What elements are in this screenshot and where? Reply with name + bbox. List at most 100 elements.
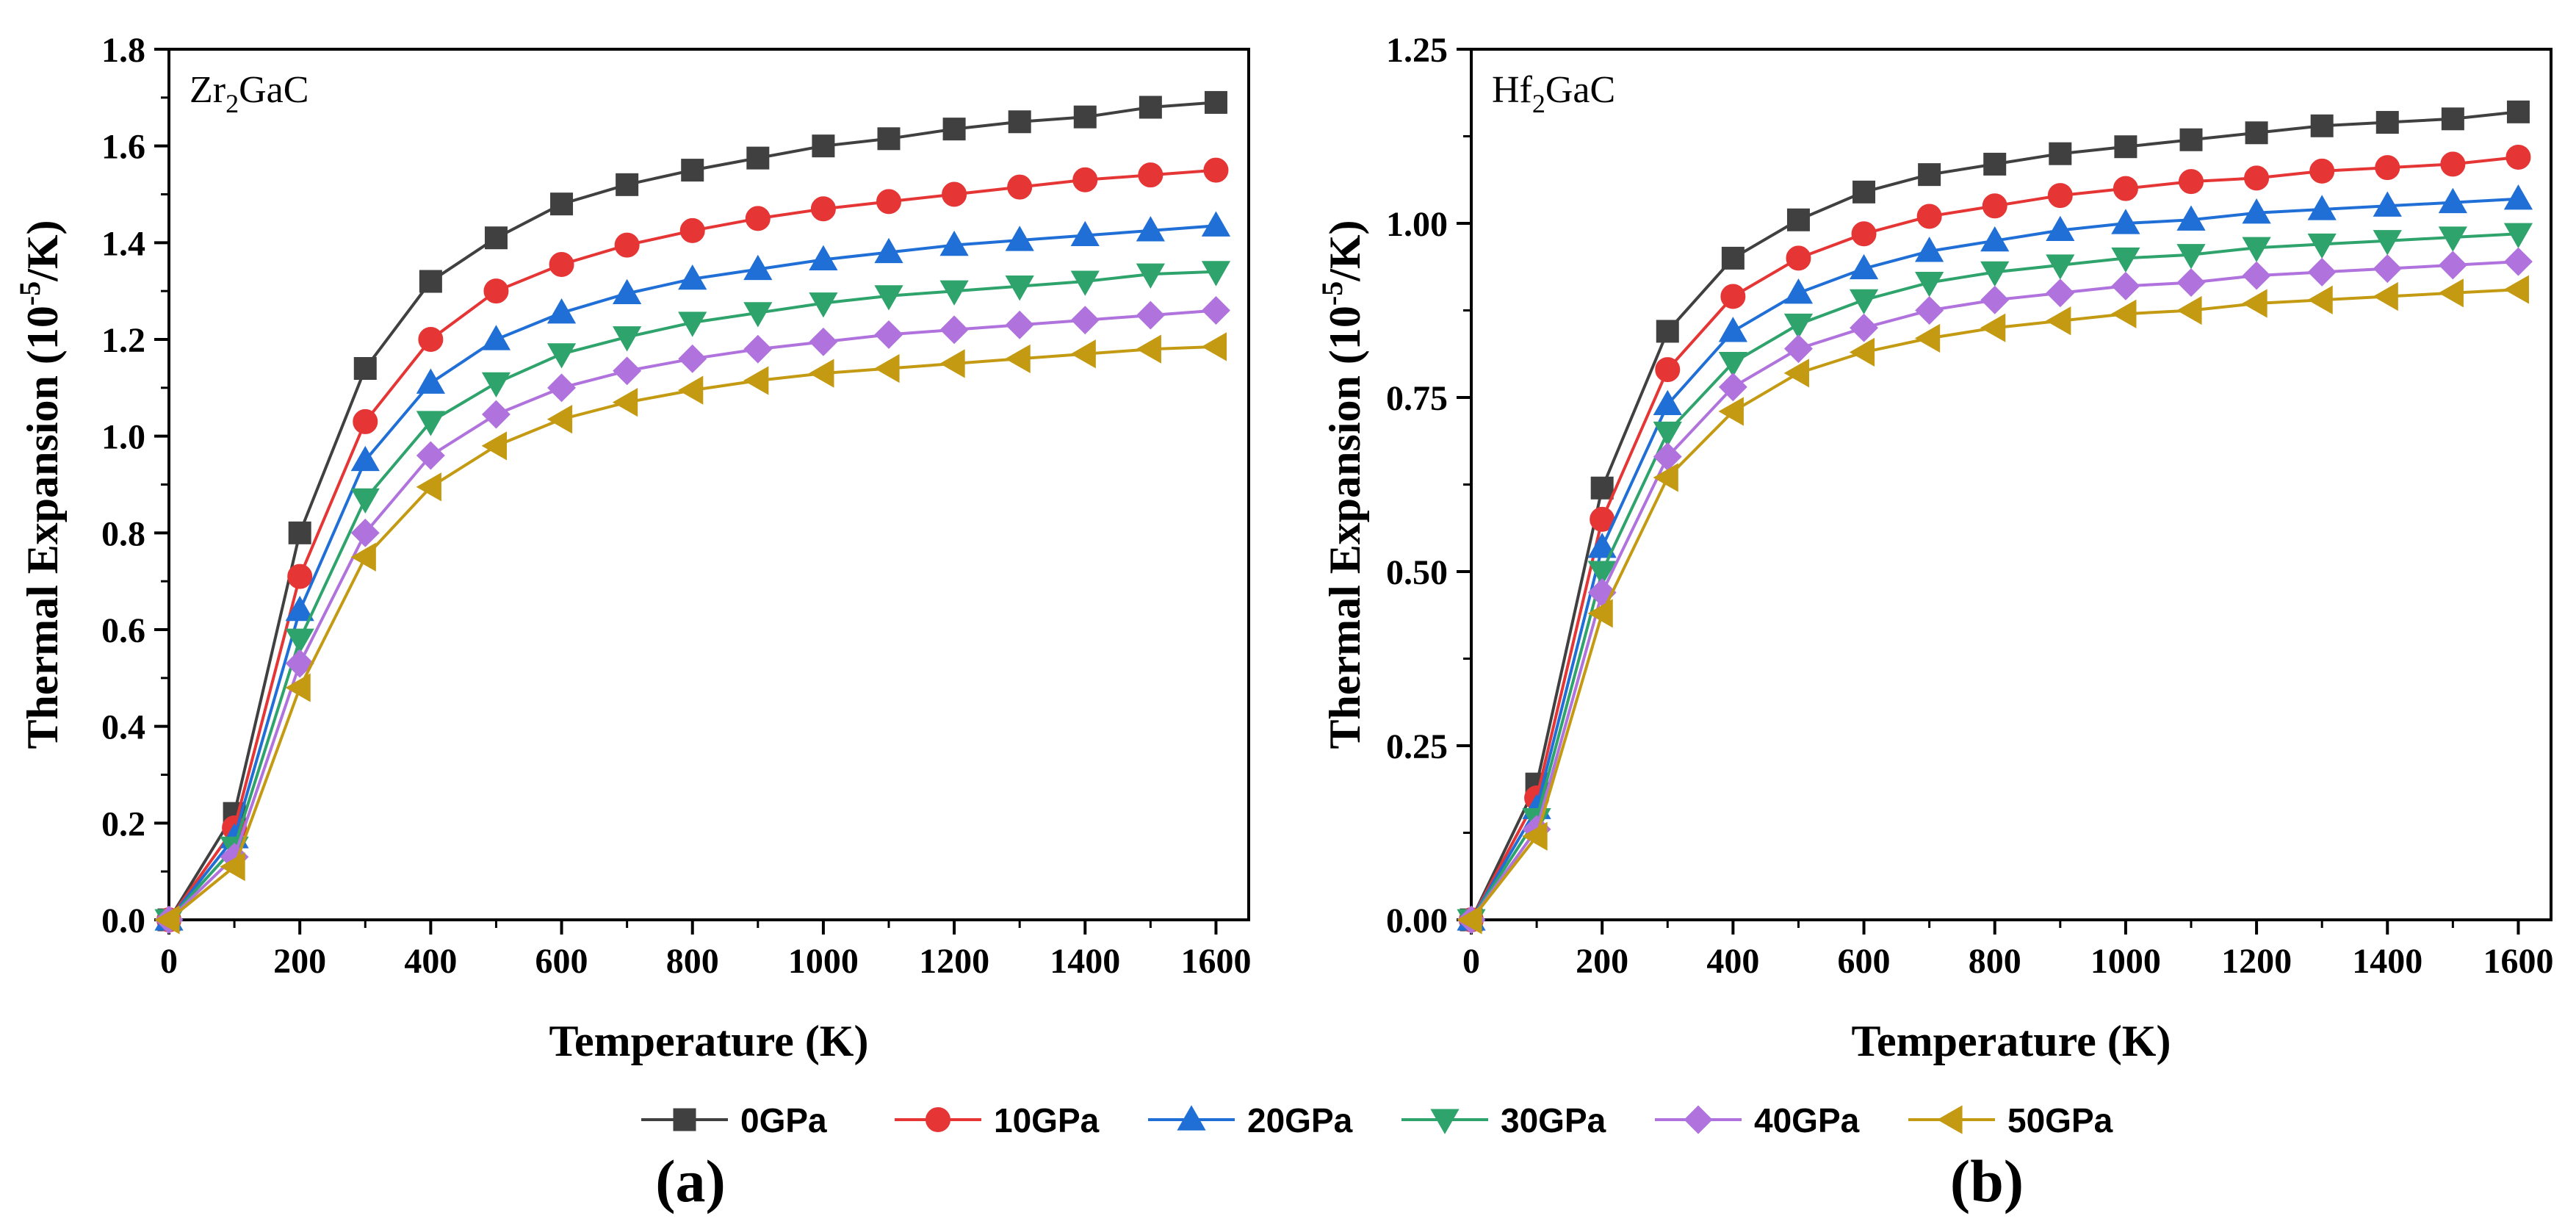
series-line [1470, 232, 2519, 921]
data-point [1136, 334, 1161, 364]
data-point [2310, 114, 2334, 137]
data-point [1852, 180, 1876, 204]
data-point [483, 278, 509, 304]
data-point [810, 196, 836, 222]
data-point [416, 472, 441, 502]
data-point [285, 595, 314, 622]
series-line [1470, 288, 2519, 921]
panel-label: (b) [1950, 1148, 2024, 1214]
material-label: Zr2GaC [190, 69, 309, 118]
y-axis-title-main: Thermal Expansion (10 [1321, 306, 1369, 749]
data-point [1070, 306, 1100, 335]
data-point [288, 521, 311, 544]
data-point [809, 292, 838, 318]
material-label: Hf2GaC [1492, 69, 1615, 118]
material-label-rest: GaC [239, 69, 309, 111]
data-point [743, 254, 773, 281]
y-axis-title-main: Thermal Expansion (10 [18, 306, 67, 749]
y-tick-label: 0.50 [1386, 553, 1448, 592]
data-point [942, 118, 966, 141]
series-0GPa [1460, 100, 2530, 932]
material-label-rest: GaC [1545, 69, 1615, 111]
x-tick-label: 1000 [2090, 942, 2161, 981]
x-tick-label: 1600 [1180, 942, 1251, 981]
x-tick-label: 1200 [919, 942, 989, 981]
data-point [2049, 142, 2072, 165]
data-point [154, 905, 180, 935]
data-point [2114, 135, 2137, 159]
x-tick-label: 400 [1706, 942, 1759, 981]
legend-label: 10GPa [994, 1101, 1100, 1140]
data-point [1653, 421, 1682, 447]
data-point [1783, 278, 1814, 304]
data-point [745, 206, 771, 231]
data-point [2503, 247, 2533, 276]
series-line [1470, 260, 2519, 921]
data-point [1980, 261, 2010, 287]
legend-item-50GPa: 50GPa [1908, 1101, 2113, 1140]
data-point [1849, 289, 1879, 315]
data-point [419, 270, 442, 293]
legend-label: 40GPa [1754, 1101, 1860, 1140]
y-tick-label: 1.25 [1386, 31, 1448, 70]
legend-marker [1177, 1105, 1206, 1131]
data-point [285, 649, 314, 678]
legend-item-0GPa: 0GPa [641, 1101, 827, 1140]
data-point [418, 327, 444, 352]
data-point [1005, 310, 1034, 339]
material-label-subscript: 2 [1532, 89, 1545, 118]
data-point [681, 159, 704, 182]
data-point [2111, 299, 2137, 328]
series-10GPa [1459, 144, 2531, 932]
x-axis-title: Temperature (K) [549, 1017, 869, 1065]
data-point [1783, 359, 1810, 388]
material-label-subscript: 2 [226, 89, 239, 118]
data-point [1980, 313, 2006, 342]
data-point [550, 192, 574, 216]
data-point [1587, 561, 1617, 586]
y-tick-label: 1.8 [101, 31, 145, 70]
data-point [1656, 320, 1679, 343]
data-point [1007, 174, 1033, 200]
data-point [547, 373, 577, 403]
data-point [1070, 220, 1100, 247]
data-point [2179, 169, 2204, 195]
legend-marker [1430, 1109, 1460, 1134]
data-point [2438, 251, 2467, 280]
data-point [679, 217, 705, 243]
data-point [1915, 296, 1944, 325]
data-point [1718, 372, 1747, 402]
data-point [285, 673, 311, 702]
data-point [1786, 245, 1811, 271]
data-point [2113, 176, 2138, 201]
series-40GPa [1457, 247, 2533, 935]
material-label-main: Zr [190, 69, 226, 111]
data-point [1783, 334, 1813, 364]
legend-item-30GPa: 30GPa [1401, 1101, 1606, 1140]
data-point [1849, 337, 1875, 367]
data-point [616, 173, 639, 196]
data-point [2506, 100, 2530, 123]
data-point [746, 146, 770, 170]
x-tick-label: 1600 [2483, 942, 2553, 981]
data-point [1653, 389, 1682, 416]
data-point [1005, 344, 1031, 373]
legend-marker [926, 1107, 950, 1132]
data-point [546, 343, 577, 369]
x-tick-label: 1200 [2221, 942, 2292, 981]
legend-label: 50GPa [2007, 1101, 2113, 1140]
data-point [2503, 275, 2530, 304]
data-point [2046, 215, 2075, 242]
data-point [2242, 237, 2271, 262]
data-point [2176, 205, 2206, 231]
data-point [1783, 313, 1814, 339]
y-tick-label: 1.00 [1386, 205, 1448, 244]
x-tick-label: 200 [273, 942, 326, 981]
y-tick-label: 0.0 [101, 901, 145, 940]
data-point [743, 302, 773, 328]
x-tick-label: 800 [666, 942, 719, 981]
y-axis-title-exponent: -5 [13, 281, 46, 306]
y-tick-label: 0.8 [101, 514, 145, 553]
data-point [287, 564, 313, 589]
